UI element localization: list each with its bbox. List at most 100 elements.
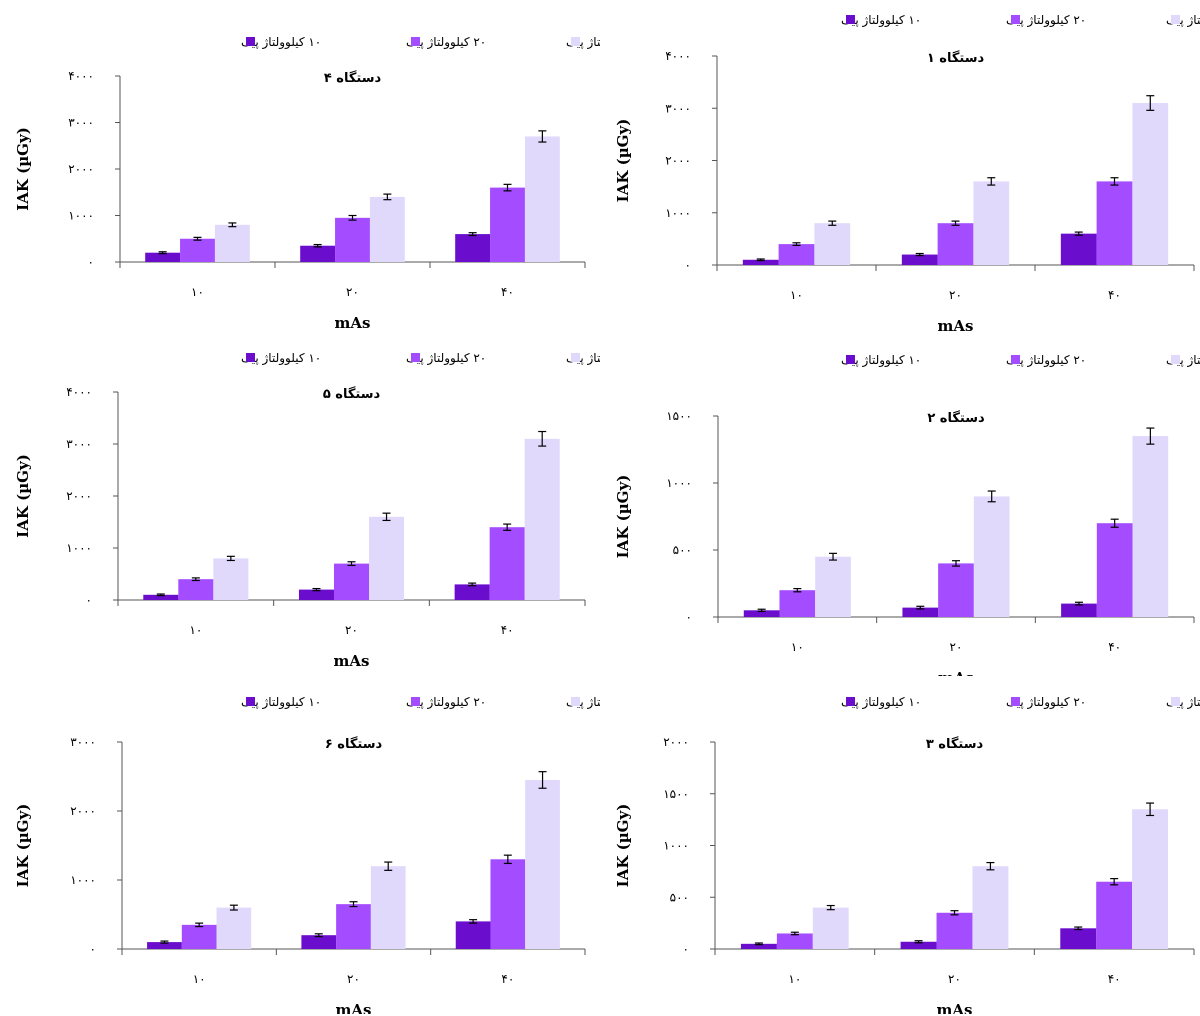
- chart-title: دستگاه ۶: [325, 736, 383, 752]
- legend-swatch: [571, 353, 580, 362]
- legend-label: ۱۰ کیلوولتاژ پیک: [841, 353, 921, 368]
- y-axis-title: IAK (µGy): [614, 475, 632, 559]
- y-tick-label: ۰: [88, 255, 94, 269]
- chart-title: دستگاه ۳: [926, 736, 984, 752]
- bar: [333, 563, 370, 600]
- x-tick-label: ۲۰: [948, 972, 961, 986]
- y-tick-label: ۴۰۰۰: [68, 69, 94, 83]
- x-tick-label: ۲۰: [345, 623, 358, 637]
- y-axis-title: IAK (µGy): [614, 119, 632, 203]
- legend-swatch: [571, 37, 580, 46]
- bar: [214, 224, 250, 262]
- bar: [336, 904, 371, 949]
- x-tick-label: ۴۰: [1108, 972, 1121, 986]
- y-tick-label: ۴۰۰۰: [66, 385, 92, 399]
- bar: [973, 496, 1010, 617]
- legend-label: ۲۰ کیلوولتاژ پیک: [406, 35, 486, 50]
- bar: [815, 556, 851, 617]
- legend-label: ۱۰ کیلوولتاژ پیک: [841, 13, 921, 28]
- bar: [972, 866, 1009, 949]
- y-tick-label: ۲۰۰۰: [663, 735, 689, 749]
- legend-swatch: [1011, 15, 1020, 24]
- x-tick-label: ۱۰: [191, 285, 204, 299]
- bar: [300, 245, 336, 262]
- y-tick-label: ۳۰۰۰: [68, 116, 94, 130]
- bar: [1060, 233, 1097, 265]
- legend-label: ۲۰ کیلوولتاژ پیک: [406, 351, 486, 366]
- x-tick-label: ۲۰: [346, 285, 359, 299]
- x-tick-label: ۲۰: [950, 640, 963, 654]
- y-tick-label: ۲۰۰۰: [66, 489, 92, 503]
- bar: [216, 907, 252, 949]
- y-tick-label: ۰: [86, 593, 92, 607]
- chart-title: دستگاه ۱: [927, 50, 985, 66]
- bar: [143, 594, 179, 600]
- y-tick-label: ۱۰۰۰: [665, 206, 691, 220]
- x-tick-label: ۲۰: [949, 288, 962, 302]
- y-tick-label: ۱۵۰۰: [663, 787, 689, 801]
- bar: [489, 527, 525, 600]
- y-tick-label: ۲۰۰۰: [665, 154, 691, 168]
- bar: [973, 181, 1010, 265]
- x-tick-label: ۲۰: [347, 972, 360, 986]
- bar: [938, 563, 974, 617]
- legend-swatch: [411, 37, 420, 46]
- y-axis-title: IAK (µGy): [14, 454, 32, 538]
- bar: [524, 438, 560, 600]
- bar: [776, 933, 813, 949]
- bar: [1132, 809, 1169, 949]
- legend-swatch: [1011, 355, 1020, 364]
- bar: [181, 924, 217, 949]
- legend-swatch: [411, 697, 420, 706]
- bar: [213, 558, 249, 600]
- bar: [490, 187, 525, 262]
- bar: [778, 244, 815, 265]
- bar: [525, 779, 560, 949]
- legend-swatch: [846, 15, 855, 24]
- bar: [335, 217, 370, 262]
- x-tick-label: ۱۰: [193, 972, 206, 986]
- x-tick-label: ۱۰: [788, 972, 801, 986]
- bar: [901, 254, 938, 265]
- y-tick-label: ۱۰۰۰: [66, 541, 92, 555]
- bar: [1096, 523, 1133, 617]
- y-tick-label: ۳۰۰۰: [665, 101, 691, 115]
- x-tick-label: ۴۰: [501, 285, 514, 299]
- chart-title: دستگاه ۵: [323, 386, 381, 402]
- legend-label: ۲۰ کیلوولتاژ پیک: [1006, 13, 1086, 28]
- y-tick-label: ۲۰۰۰: [68, 162, 94, 176]
- bar: [1096, 181, 1133, 265]
- legend-swatch: [846, 697, 855, 706]
- legend-label: ۲۰ کیلوولتاژ پیک: [1006, 353, 1086, 368]
- bar: [814, 223, 851, 265]
- x-tick-label: ۴۰: [501, 623, 514, 637]
- bar: [900, 941, 937, 949]
- y-tick-label: ۲۰۰۰: [70, 804, 96, 818]
- bar: [1061, 603, 1097, 617]
- bar: [779, 590, 816, 617]
- bar: [1132, 436, 1169, 617]
- bar: [298, 589, 334, 600]
- legend-swatch: [1011, 697, 1020, 706]
- legend-label: ۱۰ کیلوولتاژ پیک: [241, 695, 321, 710]
- y-axis-title: IAK (µGy): [614, 804, 632, 888]
- bar: [524, 136, 560, 262]
- bar: [147, 942, 182, 949]
- y-tick-label: ۰: [683, 942, 689, 956]
- bar: [180, 238, 215, 262]
- legend-label: ۲۰ کیلوولتاژ پیک: [1006, 695, 1086, 710]
- y-tick-label: ۴۰۰۰: [665, 49, 691, 63]
- bar: [490, 859, 526, 949]
